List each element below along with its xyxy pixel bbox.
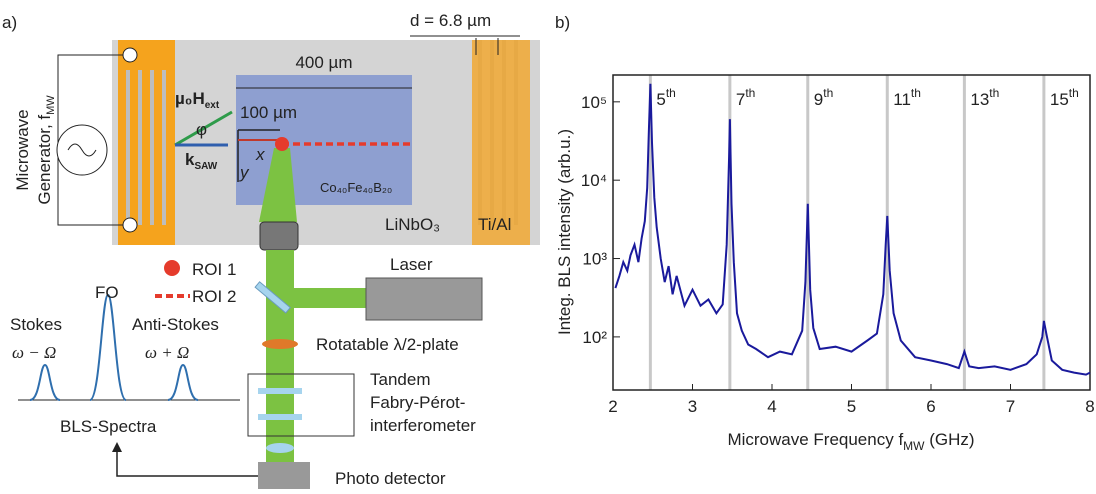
offset-label: 100 µm [240,103,297,122]
text: SAW [194,161,217,172]
text: MW [45,95,57,115]
stokes: Stokes [10,315,62,334]
panel-b: b) Integ. BLS intensity (arb.u.) Microwa… [555,13,1095,453]
objective [259,221,299,251]
harmonic-label: 11th [893,86,921,109]
x-tick-label: 5 [847,397,856,416]
field-label: µ₀Hext [175,89,220,111]
interferometer-label: Fabry-Pérot- [370,393,465,412]
interferometer-label: Tandem [370,370,430,389]
legend-roi1 [164,260,180,276]
roi2-label: ROI 2 [192,287,236,306]
text: (GHz) [925,430,975,449]
x-tick-label: 6 [926,397,935,416]
plate [258,388,302,394]
pad [122,217,138,233]
antistokes: Anti-Stokes [132,315,219,334]
panel-label: b) [555,13,570,32]
beam [294,288,366,308]
film-label: Co₄₀Fe₄₀B₂₀ [320,180,392,195]
x-tick-label: 3 [688,397,697,416]
text: MW [903,439,925,453]
y-axis-title: Integ. BLS intensity (arb.u.) [555,129,574,335]
pad [122,47,138,63]
y-tick-label: 10² [582,328,607,347]
harmonic-label: 7th [736,86,755,109]
antistokes-freq: ω + Ω [145,343,189,362]
interferometer-label: interferometer [370,416,476,435]
field-arrow [174,110,233,147]
laser [365,277,483,321]
beam [266,250,294,462]
plate [258,414,302,420]
text: 15 [1050,90,1069,109]
lens [266,443,294,453]
y-tick-label: 10⁴ [581,171,607,190]
harmonic-label: 5th [656,86,675,109]
text: th [1069,86,1079,100]
arrow [116,450,258,477]
text: 11 [893,90,911,109]
plot-frame [612,74,1091,391]
axes [237,129,280,182]
harmonic-label: 13th [970,86,999,109]
text: k [185,150,195,169]
waveplate [262,339,298,349]
text: 9 [814,90,823,109]
text: ext [205,100,220,111]
detector-label: Photo detector [335,469,446,488]
generator-label: Generator, fMW [35,95,57,205]
arrow-head [112,442,122,452]
electrode-label: Ti/Al [478,215,511,234]
text: Generator, f [35,115,54,205]
text: Microwave Frequency f [727,430,903,449]
text: th [745,86,755,100]
text: th [823,86,833,100]
x-tick-label: 2 [608,397,617,416]
detector [258,462,310,489]
stokes-freq: ω − Ω [12,343,56,362]
beam [259,148,297,222]
wire [57,54,123,226]
y-label: y [239,163,250,182]
mirror [254,281,291,314]
harmonic-label: 15th [1050,86,1079,109]
data-line [614,83,1091,376]
x-tick-label: 7 [1006,397,1015,416]
harmonic-label: 9th [814,86,833,109]
angle: φ [196,120,207,139]
x-label: x [255,145,265,164]
plate-label: Rotatable λ/2-plate [316,335,459,354]
spectra-label: BLS-Spectra [60,417,157,436]
k-label: kSAW [185,150,218,172]
text: 5 [656,90,665,109]
d-label: d = 6.8 µm [410,11,491,30]
idt-right [472,40,530,245]
roi1 [275,137,289,151]
x-axis-title: Microwave Frequency fMW (GHz) [727,430,974,453]
x-tick-label: 4 [767,397,776,416]
text: th [989,86,999,100]
y-tick-label: 10⁵ [581,93,607,112]
interferometer [247,373,355,437]
width-label: 400 µm [295,53,352,72]
text: 7 [736,90,745,109]
text: th [911,86,921,100]
text: µ₀H [175,89,205,108]
x-tick-label: 8 [1085,397,1094,416]
sine [67,143,97,157]
fo: FO [95,283,119,302]
roi1-label: ROI 1 [192,260,236,279]
laser-label: Laser [390,255,433,274]
panel-a: a) Microwave Generator, fMW 400 µm d = 6… [2,11,540,489]
generator-label: Microwave [13,109,32,190]
text: th [666,86,676,100]
spectra [29,293,199,401]
y-tick-label: 10³ [582,250,607,269]
substrate-label: LiNbO₃ [385,215,440,234]
text: 13 [970,90,989,109]
panel-label: a) [2,13,17,32]
dim [410,35,520,55]
